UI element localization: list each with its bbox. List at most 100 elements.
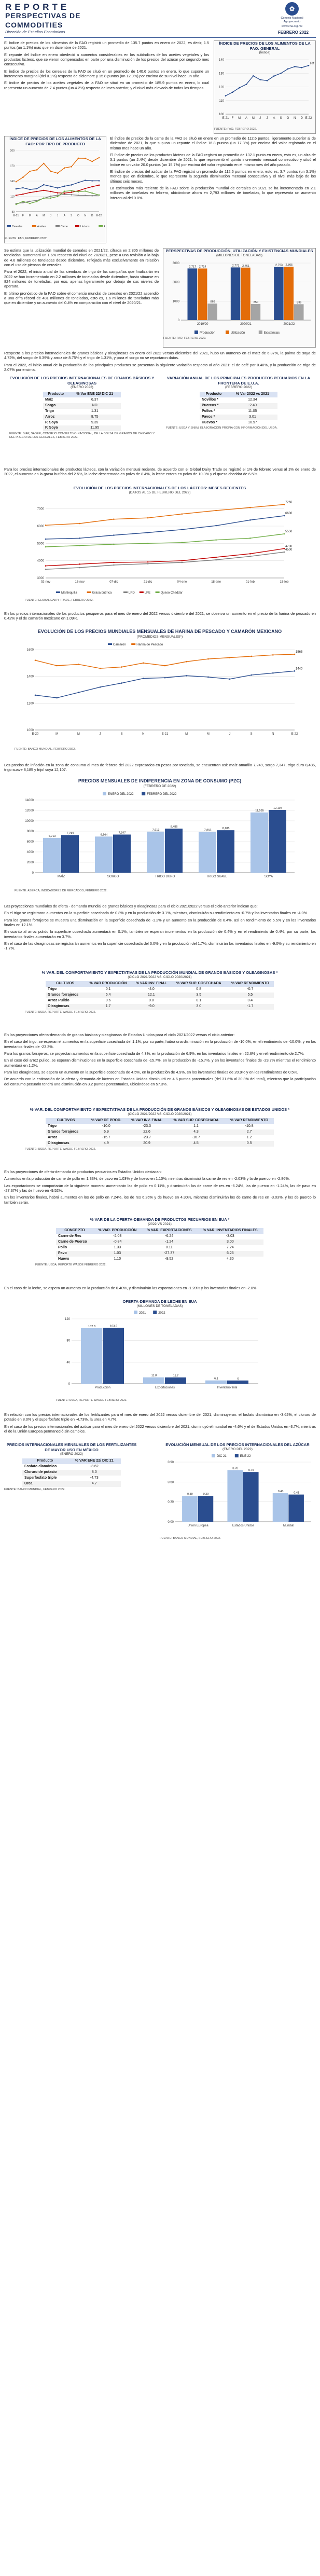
- chart-title: ÍNDICE DE PRECIOS DE LOS ALIMENTOS DE LA…: [219, 41, 311, 51]
- x-tick-label: E-22: [291, 733, 298, 736]
- pec-row: Huevo 1.10 -9.52 4.30: [56, 1257, 263, 1262]
- bar-value-label: 850: [254, 301, 258, 304]
- legend-swatch: [103, 791, 106, 795]
- prod-row: Novillos * 12.34: [200, 397, 277, 403]
- y-tick-label: 4000: [37, 560, 45, 563]
- data-point: [15, 181, 17, 183]
- data-point: [98, 180, 100, 182]
- table-cell: Carne de Res: [58, 1234, 81, 1238]
- report-title-1: REPORTE: [5, 2, 70, 12]
- fert-row: Urea 4.7: [22, 1481, 121, 1487]
- data-point: [215, 539, 217, 541]
- data-point: [91, 161, 93, 162]
- data-point: [36, 200, 38, 202]
- table-cell: 0.8: [196, 987, 202, 991]
- data-point: [85, 190, 86, 192]
- data-point: [71, 194, 72, 196]
- table-cell: Carne de Puerco: [58, 1239, 87, 1244]
- x-tick-label: J: [267, 117, 268, 120]
- data-point: [280, 72, 282, 74]
- data-point: [77, 158, 79, 159]
- report-date: FEBRERO 2022: [277, 30, 309, 35]
- data-point: [91, 192, 93, 194]
- prod-row: Pavos * 3.01: [200, 414, 277, 420]
- pec-row: Pavo 1.03 -27.37 6.26: [56, 1250, 263, 1257]
- paragraph: En el trigo se registraron aumentos en l…: [4, 911, 309, 916]
- logo-url: www.cna.org.mx: [281, 25, 303, 29]
- bar-value-label: 2,805: [285, 264, 293, 267]
- legend-label: Queso Cheddar: [161, 591, 183, 595]
- x-tick-label: 02-nov: [41, 581, 50, 584]
- table-cell: 0.1: [105, 987, 111, 991]
- y-tick-label: 8000: [27, 830, 34, 833]
- data-point: [50, 196, 51, 197]
- col-header: CULTIVOS: [57, 1119, 75, 1123]
- series-line-lácteos: [16, 185, 100, 196]
- paragraph: Para los granos forrajeros, se proyectan…: [4, 1051, 304, 1056]
- table-source: FUENTE: USDA, REPORTE WASDE FEBRERO 2022…: [25, 1010, 96, 1014]
- bar: [205, 1380, 227, 1384]
- bar: [81, 1328, 102, 1384]
- table-subtitle: (2022 VS 2021): [148, 1222, 172, 1226]
- x-tick-label: E-21: [162, 733, 169, 736]
- table-source: FUENTE: USDA Y SNIIM, ELABORACIÓN PROPIA…: [166, 426, 277, 430]
- paragraph: En relación con los precios internaciona…: [4, 1412, 316, 1422]
- bar: [274, 267, 284, 321]
- x-tick-label: F: [231, 117, 233, 120]
- data-point: [181, 542, 183, 543]
- bar-value-label: 7,347: [119, 831, 126, 834]
- y-tick-label: 0.00: [168, 1521, 174, 1524]
- chart-source: FUENTE: BANCO MUNDIAL, FEBRERO 2022.: [15, 748, 76, 751]
- legend-swatch: [234, 1454, 239, 1458]
- chart-source: FUENTE: FAO, FEBRERO 2022.: [214, 128, 257, 131]
- data-point: [113, 534, 115, 536]
- category-label: Inventario final: [217, 1386, 237, 1389]
- table-cell: Novillos *: [202, 397, 218, 402]
- int-row: P. Soya 11.95: [43, 425, 121, 432]
- data-point: [71, 191, 72, 194]
- chart-ipa-producto: ÍNDICE DE PRECIOS DE LOS ALIMENTOS DE LA…: [4, 136, 112, 243]
- bar-value-label: 0.43: [278, 1490, 284, 1493]
- data-point: [50, 197, 51, 199]
- x-tick-label: S: [121, 733, 123, 736]
- data-point: [113, 561, 115, 563]
- legend-swatch: [131, 643, 136, 645]
- x-tick-label: M: [238, 117, 241, 120]
- bar: [147, 831, 164, 873]
- x-tick-label: E-22: [305, 117, 312, 120]
- x-tick-label: O: [287, 117, 289, 120]
- bar: [241, 267, 251, 321]
- col-header: % VAR DE PROD.: [91, 1119, 121, 1123]
- x-tick-label: M: [207, 733, 210, 736]
- data-point: [43, 163, 45, 164]
- chart-cereales: PERSPECTIVAS DE PRODUCCIÓN, UTILIZACIÓN …: [163, 248, 316, 348]
- series-line-mantequilla: [45, 515, 285, 540]
- table-subtitle: (CICLO 2021/2022 VS. CICLO 2020/2021): [128, 975, 192, 979]
- category-label: SOYA: [265, 875, 273, 878]
- y-tick-label: 1600: [27, 649, 34, 652]
- y-tick-label: 0: [68, 1383, 71, 1386]
- legend-label: Producción: [200, 332, 215, 335]
- table-cell: Puercos *: [202, 403, 219, 407]
- bar-value-label: 0.78: [232, 1467, 238, 1470]
- col-header: % VAR SUP. COSECHADA: [176, 982, 221, 986]
- paragraph: Para las oleaginosas, se espera un aumen…: [4, 1069, 298, 1075]
- x-tick-label: E-20: [32, 733, 39, 736]
- data-point: [283, 504, 285, 505]
- data-point: [45, 546, 47, 548]
- table-cell: Fosfato diamónico: [24, 1464, 57, 1468]
- data-point: [91, 195, 93, 197]
- cna-logo: ✿ Consejo Nacional Agropecuario www.cna.…: [277, 2, 307, 29]
- data-point: [57, 192, 59, 194]
- int-row: P. Soya 9.39: [43, 420, 121, 426]
- legend-swatch: [134, 1311, 137, 1315]
- table-cell: Huevos *: [202, 420, 217, 424]
- table-cell: 0.0: [148, 998, 154, 1002]
- data-label: 4700: [285, 545, 293, 548]
- azucar-plot: 0.00 0.30 0.60 0.90 0.39 0.39 Unión Europea 0.7…: [168, 1454, 311, 1527]
- data-point: [50, 191, 51, 192]
- pesca-plot: 1000 1200 1400 1600 E-20 M M J S N E-21 M M J S N E-22 14…: [27, 643, 303, 736]
- data-point: [50, 171, 51, 172]
- table-cell: -6.24: [165, 1234, 174, 1238]
- paragraph: La estimación más reciente de la FAO sob…: [110, 185, 316, 200]
